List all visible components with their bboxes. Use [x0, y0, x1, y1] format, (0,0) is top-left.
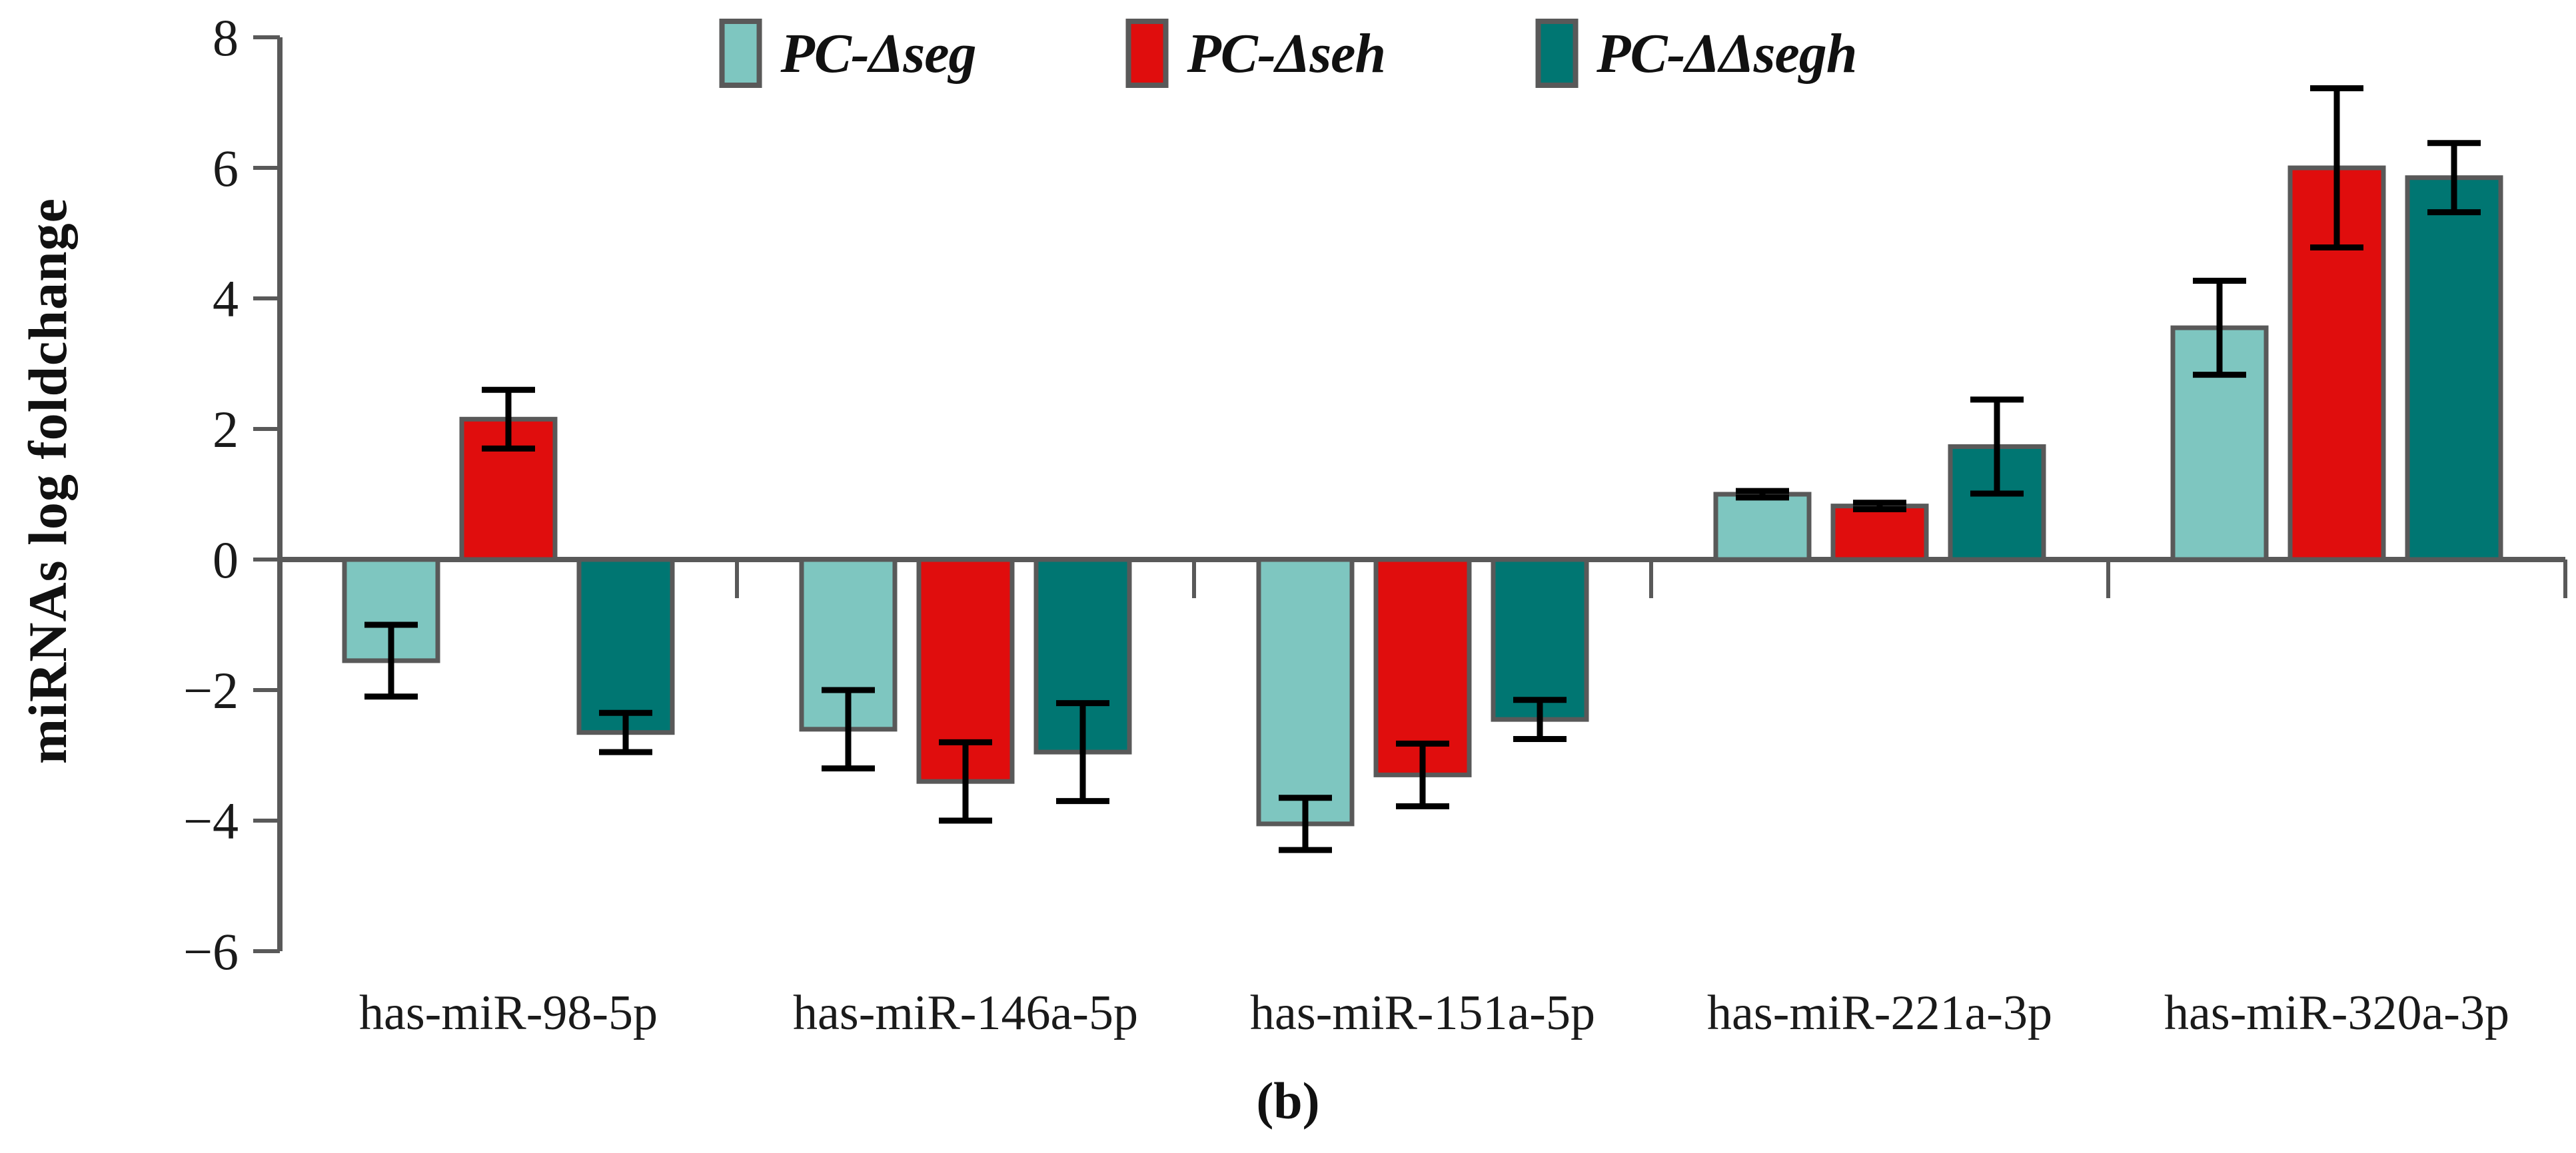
legend-label: PC-Δseh [1187, 22, 1386, 85]
bar [1491, 557, 1589, 722]
x-category-label: has-miR-151a-5p [1250, 986, 1595, 1040]
x-category-label: has-miR-146a-5p [793, 986, 1138, 1040]
bar [1373, 557, 1472, 777]
legend-label: PC-ΔΔsegh [1597, 22, 1857, 85]
y-tick-label: 6 [213, 139, 239, 197]
legend-item-3: PC-ΔΔsegh [1535, 19, 1857, 88]
x-category-label: has-miR-320a-3p [2164, 986, 2509, 1040]
x-category-label: has-miR-221a-3p [1707, 986, 2052, 1040]
y-tick-label: 4 [213, 270, 239, 328]
bar [1713, 492, 1812, 562]
bar [2405, 175, 2503, 562]
legend-swatch-icon [1535, 19, 1579, 88]
figure-caption: (b) [1256, 1072, 1320, 1130]
legend-label: PC-Δseg [780, 22, 977, 85]
y-tick-label: −4 [183, 792, 239, 850]
legend-item-2: PC-Δseh [1125, 19, 1386, 88]
y-tick-label: 0 [213, 531, 239, 589]
legend-swatch-icon [719, 19, 762, 88]
y-tick-label: 2 [213, 400, 239, 458]
y-tick-label: 8 [213, 9, 239, 67]
legend-item-1: PC-Δseg [719, 19, 977, 88]
bar [1256, 557, 1355, 827]
legend: PC-Δseg PC-Δseh PC-ΔΔsegh [719, 19, 1857, 88]
bar [576, 557, 675, 735]
bar [1830, 504, 1929, 562]
x-category-label: has-miR-98-5p [359, 986, 658, 1040]
y-tick-label: −2 [183, 661, 239, 719]
y-tick-label: −6 [183, 923, 239, 980]
legend-swatch-icon [1125, 19, 1169, 88]
